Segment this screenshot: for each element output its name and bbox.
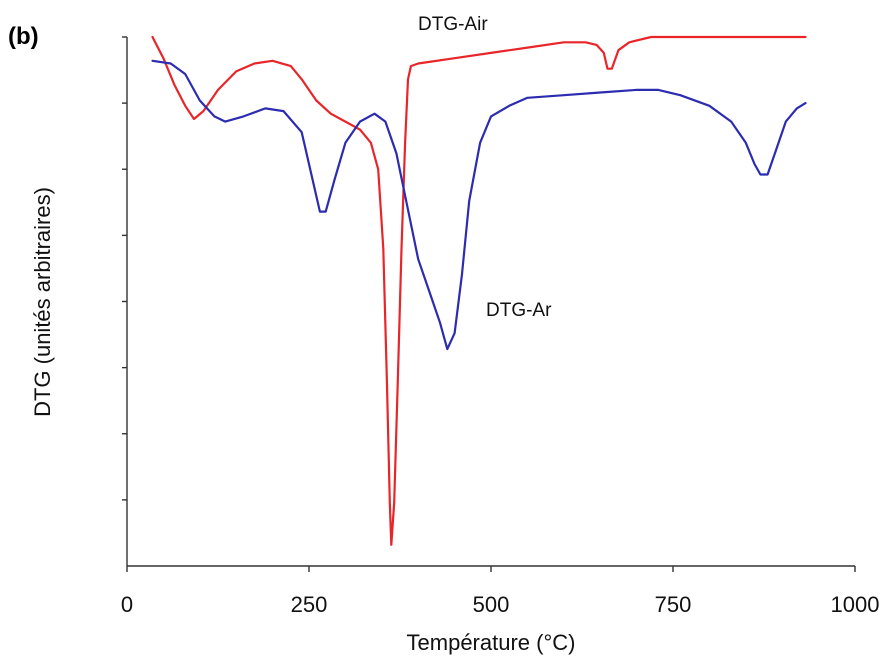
y-axis-title: DTG (unités arbitraires) <box>30 187 55 417</box>
x-tick-label: 500 <box>473 592 510 617</box>
x-tick-labels: 0 250 500 750 1000 <box>121 592 880 617</box>
label-dtg-ar: DTG-Ar <box>486 300 552 321</box>
plot-area: 0 250 500 750 1000 DTG-Air DTG-Ar <box>121 14 880 617</box>
series-line-dtg-ar <box>151 59 807 351</box>
x-tick-label: 1000 <box>831 592 880 617</box>
series-lines <box>151 35 807 546</box>
x-ticks <box>126 566 856 572</box>
x-tick-label: 750 <box>655 592 692 617</box>
x-tick-label: 250 <box>291 592 328 617</box>
series-labels: DTG-Air DTG-Ar <box>418 14 552 321</box>
x-axis-title: Température (°C) <box>407 630 576 655</box>
y-ticks <box>122 36 127 501</box>
panel-label: (b) <box>8 23 39 50</box>
x-tick-label: 0 <box>121 592 133 617</box>
label-dtg-air: DTG-Air <box>418 14 488 35</box>
series-line-dtg-air <box>151 35 807 546</box>
